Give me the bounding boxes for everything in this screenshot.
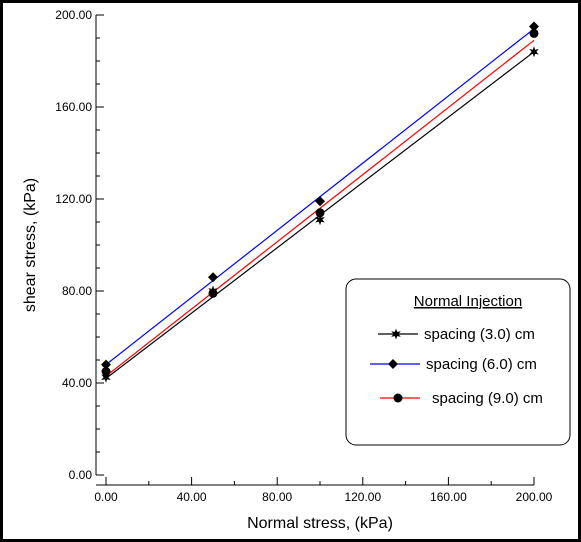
data-point-diamond xyxy=(529,21,539,32)
data-point-diamond xyxy=(101,359,111,370)
plot-area: 0.00 40.00 80.00 120.00 160.00 200.00 0.00 40.0… xyxy=(55,8,552,504)
data-point-circle xyxy=(315,208,325,218)
x-tick-label: 120.00 xyxy=(344,490,381,504)
y-tick-label: 200.00 xyxy=(55,8,92,22)
legend-marker-star xyxy=(391,328,401,340)
y-tick-label: 40.00 xyxy=(62,376,92,390)
data-point-star xyxy=(529,46,539,58)
legend-box xyxy=(345,278,571,446)
y-tick-label: 160.00 xyxy=(55,100,92,114)
x-tick-label: 160.00 xyxy=(430,490,467,504)
legend-label: spacing (6.0) cm xyxy=(426,356,537,373)
x-tick-label: 200.00 xyxy=(516,490,553,504)
legend-marker-circle xyxy=(393,393,403,403)
data-point-circle xyxy=(101,367,111,376)
y-tick-label: 80.00 xyxy=(62,284,92,298)
y-tick-label: 120.00 xyxy=(55,192,92,206)
legend: Normal Injection spacing (3.0) cmspacing… xyxy=(345,278,571,446)
series-fit-line xyxy=(105,39,535,377)
data-point-circle xyxy=(529,28,539,38)
data-point-diamond xyxy=(208,272,218,283)
legend-label: spacing (3.0) cm xyxy=(424,326,535,343)
x-axis-title: Normal stress, (kPa) xyxy=(247,515,393,532)
x-tick-label: 80.00 xyxy=(262,490,292,504)
legend-label: spacing (9.0) cm xyxy=(432,390,543,407)
x-tick-label: 0.00 xyxy=(94,490,118,504)
y-tick-label: 0.00 xyxy=(69,468,93,482)
data-markers xyxy=(101,21,539,383)
data-point-circle xyxy=(208,288,218,298)
data-point-star xyxy=(315,214,325,226)
x-tick-label: 40.00 xyxy=(177,490,207,504)
data-point-star xyxy=(101,371,111,383)
legend-marker-diamond xyxy=(388,359,398,369)
data-point-diamond xyxy=(315,196,325,207)
y-axis-title: shear stress, (kPa) xyxy=(22,178,39,312)
legend-entries: spacing (3.0) cm spacing (6.0) cm spacing … xyxy=(370,326,543,407)
legend-title: Normal Injection xyxy=(414,293,522,310)
